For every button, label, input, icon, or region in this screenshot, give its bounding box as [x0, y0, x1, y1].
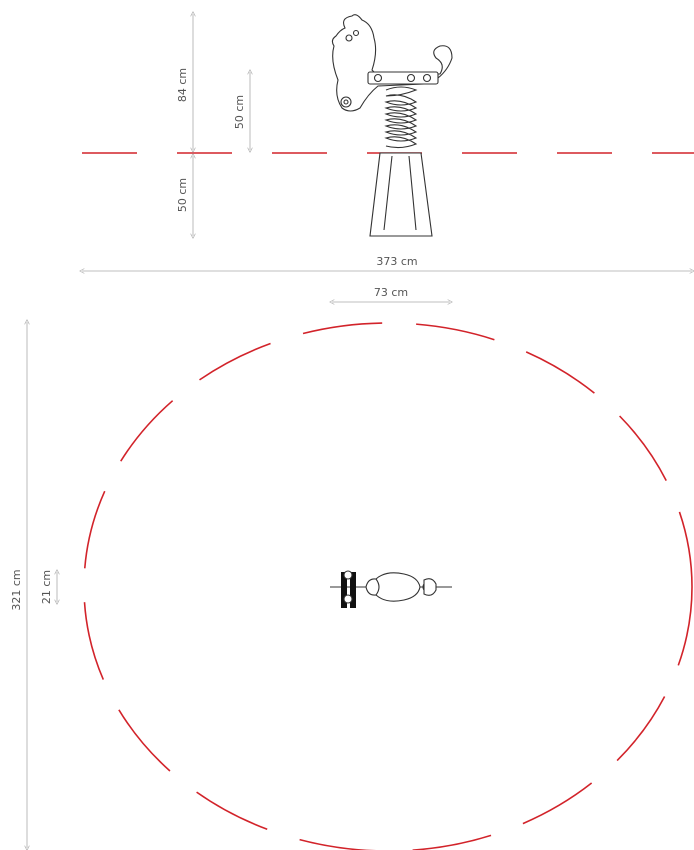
label-total-height: 84 cm: [176, 68, 189, 102]
label-free-height: 50 cm: [176, 178, 189, 212]
dim-free-height: 50 cm: [176, 156, 193, 236]
label-product-width: 21 cm: [40, 570, 53, 604]
dim-overall-width: 373 cm: [82, 255, 692, 271]
label-overall-width: 373 cm: [376, 255, 417, 268]
dim-total-height: 84 cm: [176, 14, 193, 150]
safety-zone-ellipse: [83, 322, 693, 850]
top-view: 73 cm 321 cm 21 cm: [10, 286, 693, 850]
label-overall-depth: 321 cm: [10, 569, 23, 610]
spring: [384, 86, 418, 149]
dim-product-length: 73 cm: [332, 286, 450, 302]
side-view: 84 cm 50 cm 50 cm: [82, 14, 694, 271]
rooster-body: [331, 14, 453, 112]
label-spring-height: 50 cm: [233, 95, 246, 129]
rooster-top: [330, 570, 452, 608]
rooster-side: [331, 14, 453, 237]
handle-bar: [367, 71, 439, 85]
foundation: [369, 152, 433, 237]
dim-product-width: 21 cm: [40, 570, 57, 604]
dim-overall-depth: 321 cm: [10, 322, 27, 848]
dim-spring-height: 50 cm: [233, 72, 250, 150]
label-product-length: 73 cm: [374, 286, 408, 299]
